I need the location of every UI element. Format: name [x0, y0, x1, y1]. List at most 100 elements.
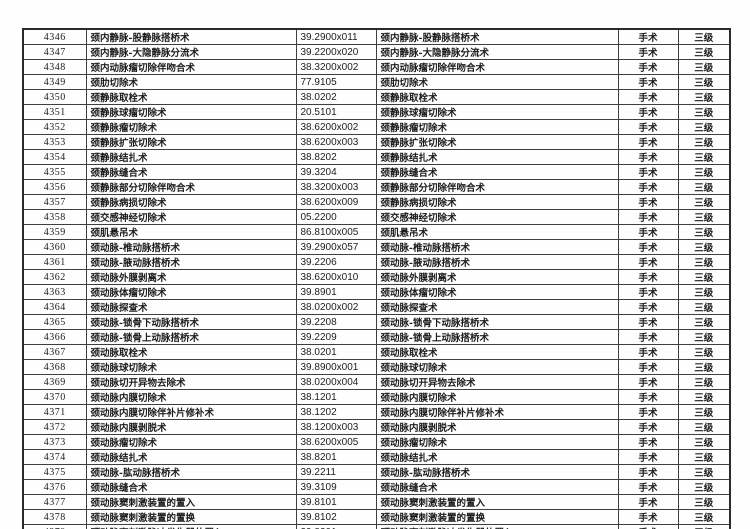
procedure-code-cell: 38.1200x003	[295, 419, 377, 435]
procedure-name-repeat-cell: 颈静脉结扎术	[375, 149, 619, 165]
procedure-code-cell: 38.6200x009	[295, 194, 377, 210]
level-cell: 三级	[677, 74, 731, 90]
level-cell: 三级	[677, 149, 731, 165]
table-row: 4364 颈动脉探查术 38.0200x002 颈动脉探查术 手术 三级	[22, 299, 731, 315]
procedure-name-cell: 颈肌悬吊术	[85, 224, 297, 240]
category-cell: 手术	[617, 359, 679, 375]
row-number-cell: 4351	[22, 104, 87, 120]
procedure-code-cell: 39.3109	[295, 479, 377, 495]
table-row: 4371 颈动脉内膜切除伴补片修补术 38.1202 颈动脉内膜切除伴补片修补术…	[22, 404, 731, 420]
level-cell: 三级	[677, 404, 731, 420]
row-number-cell: 4356	[22, 179, 87, 195]
row-number-cell: 4361	[22, 254, 87, 270]
procedure-name-cell: 颈内静脉-股静脉搭桥术	[85, 28, 297, 45]
procedure-code-cell: 38.0201	[295, 344, 377, 360]
procedure-name-repeat-cell: 颈动脉-肱动脉搭桥术	[375, 464, 619, 480]
procedure-code-cell: 39.2209	[295, 329, 377, 345]
procedure-name-cell: 颈动脉内膜切除伴补片修补术	[85, 404, 297, 420]
table-row: 4365 颈动脉-锁骨下动脉搭桥术 39.2208 颈动脉-锁骨下动脉搭桥术 手…	[22, 314, 731, 330]
procedure-name-repeat-cell: 颈动脉缝合术	[375, 479, 619, 495]
row-number-cell: 4372	[22, 419, 87, 435]
level-cell: 三级	[677, 299, 731, 315]
row-number-cell: 4376	[22, 479, 87, 495]
procedure-code-cell: 39.8901	[295, 284, 377, 300]
procedure-code-cell: 39.2206	[295, 254, 377, 270]
procedure-name-cell: 颈静脉取栓术	[85, 89, 297, 105]
procedure-code-cell: 39.3204	[295, 164, 377, 180]
procedure-name-cell: 颈静脉球瘤切除术	[85, 104, 297, 120]
procedure-code-cell: 38.1202	[295, 404, 377, 420]
level-cell: 三级	[677, 269, 731, 285]
table-row: 4361 颈动脉-腋动脉搭桥术 39.2206 颈动脉-腋动脉搭桥术 手术 三级	[22, 254, 731, 270]
level-cell: 三级	[677, 449, 731, 465]
procedure-name-cell: 颈动脉窦刺激脉冲发生器的置入	[85, 524, 297, 529]
procedure-name-repeat-cell: 颈静脉病损切除术	[375, 194, 619, 210]
procedure-code-cell: 39.2900x057	[295, 239, 377, 255]
table-row: 4376 颈动脉缝合术 39.3109 颈动脉缝合术 手术 三级	[22, 479, 731, 495]
level-cell: 三级	[677, 524, 731, 529]
table-row: 4347 颈内静脉-大隐静脉分流术 39.2200x020 颈内静脉-大隐静脉分…	[22, 44, 731, 60]
row-number-cell: 4348	[22, 59, 87, 75]
procedure-code-cell: 39.2208	[295, 314, 377, 330]
row-number-cell: 4373	[22, 434, 87, 450]
procedure-name-cell: 颈动脉体瘤切除术	[85, 284, 297, 300]
level-cell: 三级	[677, 119, 731, 135]
category-cell: 手术	[617, 149, 679, 165]
procedure-name-repeat-cell: 颈静脉缝合术	[375, 164, 619, 180]
procedure-name-repeat-cell: 颈静脉扩张切除术	[375, 134, 619, 150]
table-row: 4359 颈肌悬吊术 86.8100x005 颈肌悬吊术 手术 三级	[22, 224, 731, 240]
procedure-name-repeat-cell: 颈动脉窦刺激装置的置入	[375, 494, 619, 510]
procedure-code-cell: 38.8201	[295, 449, 377, 465]
level-cell: 三级	[677, 179, 731, 195]
level-cell: 三级	[677, 494, 731, 510]
category-cell: 手术	[617, 434, 679, 450]
procedure-name-cell: 颈动脉-椎动脉搭桥术	[85, 239, 297, 255]
category-cell: 手术	[617, 74, 679, 90]
table-row: 4355 颈静脉缝合术 39.3204 颈静脉缝合术 手术 三级	[22, 164, 731, 180]
row-number-cell: 4350	[22, 89, 87, 105]
table-row: 4357 颈静脉病损切除术 38.6200x009 颈静脉病损切除术 手术 三级	[22, 194, 731, 210]
procedure-name-cell: 颈静脉部分切除伴吻合术	[85, 179, 297, 195]
procedure-name-repeat-cell: 颈动脉内膜切除术	[375, 389, 619, 405]
procedure-code-cell: 39.2900x011	[295, 28, 377, 45]
procedure-code-cell: 05.2200	[295, 209, 377, 225]
category-cell: 手术	[617, 89, 679, 105]
row-number-cell: 4357	[22, 194, 87, 210]
procedure-code-cell: 38.3200x003	[295, 179, 377, 195]
procedure-code-cell: 39.2200x020	[295, 44, 377, 60]
procedure-name-cell: 颈动脉内膜剥脱术	[85, 419, 297, 435]
procedure-name-repeat-cell: 颈内静脉-股静脉搭桥术	[375, 28, 619, 45]
procedure-name-repeat-cell: 颈动脉外膜剥离术	[375, 269, 619, 285]
category-cell: 手术	[617, 494, 679, 510]
procedure-name-repeat-cell: 颈内动脉瘤切除伴吻合术	[375, 59, 619, 75]
level-cell: 三级	[677, 344, 731, 360]
row-number-cell: 4360	[22, 239, 87, 255]
procedure-name-repeat-cell: 颈肌悬吊术	[375, 224, 619, 240]
row-number-cell: 4375	[22, 464, 87, 480]
procedure-name-cell: 颈静脉病损切除术	[85, 194, 297, 210]
level-cell: 三级	[677, 44, 731, 60]
procedure-name-repeat-cell: 颈动脉探查术	[375, 299, 619, 315]
table-row: 4350 颈静脉取栓术 38.0202 颈静脉取栓术 手术 三级	[22, 89, 731, 105]
level-cell: 三级	[677, 194, 731, 210]
row-number-cell: 4369	[22, 374, 87, 390]
procedure-code-cell: 38.1201	[295, 389, 377, 405]
procedure-name-repeat-cell: 颈动脉体瘤切除术	[375, 284, 619, 300]
procedure-name-cell: 颈静脉扩张切除术	[85, 134, 297, 150]
procedure-name-cell: 颈交感神经切除术	[85, 209, 297, 225]
procedure-name-repeat-cell: 颈动脉-腋动脉搭桥术	[375, 254, 619, 270]
category-cell: 手术	[617, 524, 679, 529]
category-cell: 手术	[617, 134, 679, 150]
procedure-name-cell: 颈动脉外膜剥离术	[85, 269, 297, 285]
procedure-table: 4346 颈内静脉-股静脉搭桥术 39.2900x011 颈内静脉-股静脉搭桥术…	[22, 28, 731, 529]
row-number-cell: 4370	[22, 389, 87, 405]
level-cell: 三级	[677, 134, 731, 150]
category-cell: 手术	[617, 479, 679, 495]
category-cell: 手术	[617, 179, 679, 195]
procedure-name-repeat-cell: 颈静脉瘤切除术	[375, 119, 619, 135]
procedure-name-cell: 颈动脉-锁骨下动脉搭桥术	[85, 314, 297, 330]
table-row: 4369 颈动脉切开异物去除术 38.0200x004 颈动脉切开异物去除术 手…	[22, 374, 731, 390]
row-number-cell: 4347	[22, 44, 87, 60]
procedure-name-cell: 颈动脉窦刺激装置的置入	[85, 494, 297, 510]
